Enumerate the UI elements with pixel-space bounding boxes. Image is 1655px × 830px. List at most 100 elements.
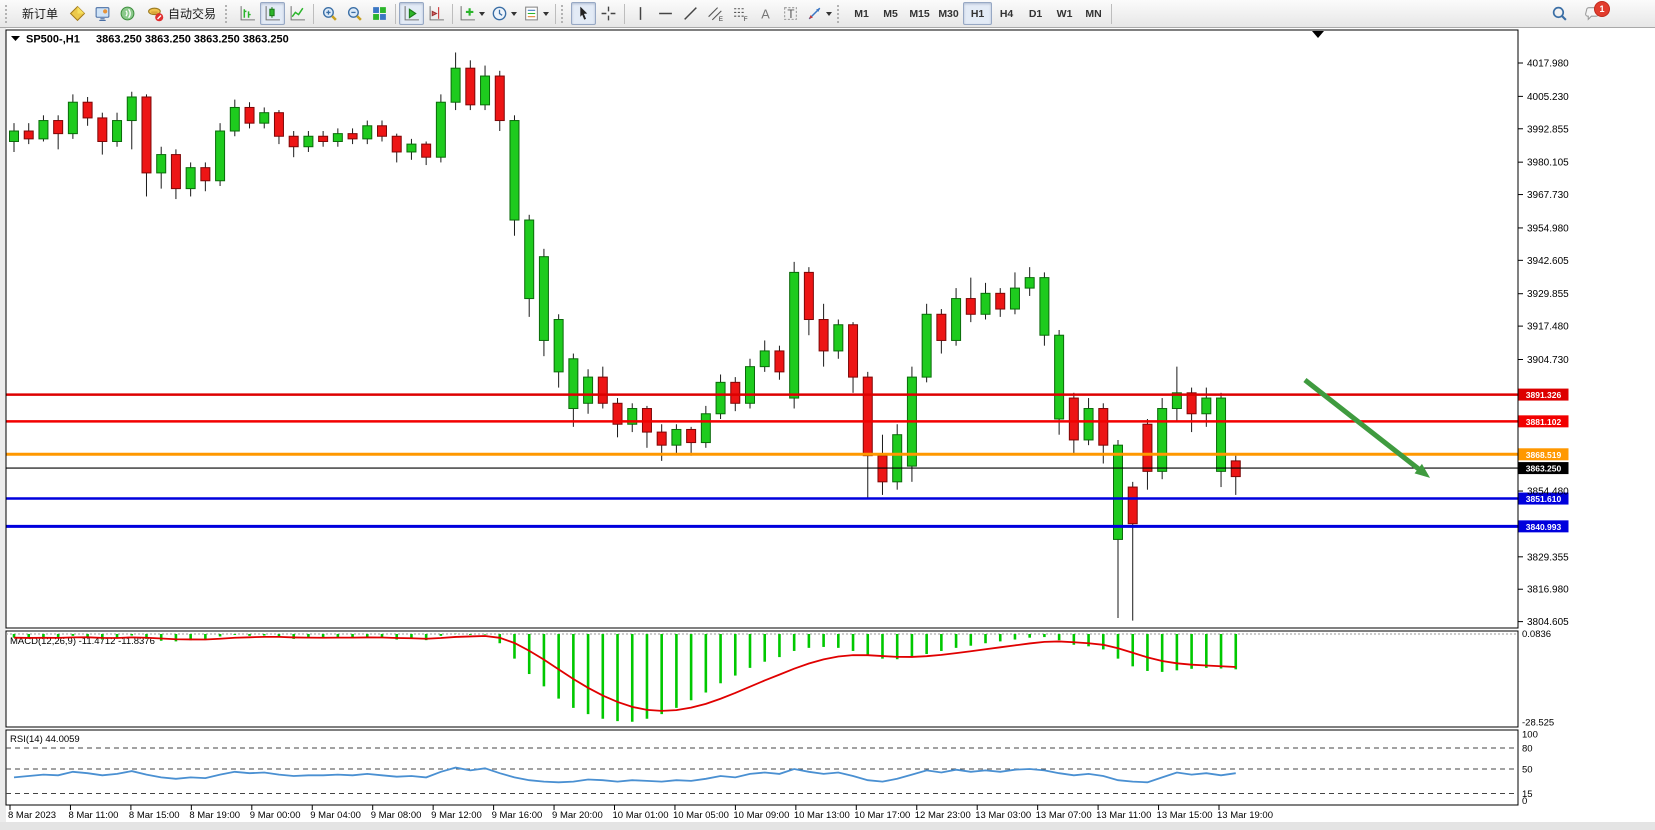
candle-body xyxy=(803,271,814,321)
candle-body xyxy=(480,75,491,106)
candle-body xyxy=(185,167,196,190)
svg-text:A: A xyxy=(761,6,770,21)
candle-body xyxy=(273,112,284,137)
main-toolbar: 新订单 自动交易 xyxy=(0,0,1655,28)
collapse-chart-icon[interactable] xyxy=(11,36,20,41)
price-tick-label: 3816.980 xyxy=(1527,585,1569,596)
hline-price-label: 3868.519 xyxy=(1526,450,1562,460)
bar-chart-type-button[interactable] xyxy=(235,2,260,25)
candle-body xyxy=(112,120,123,142)
candle-body xyxy=(303,135,314,148)
new-order-button[interactable]: 新订单 xyxy=(15,2,65,25)
rsi-pane-border xyxy=(5,729,1519,806)
macd-scale-label: 0.0836 xyxy=(1522,629,1551,640)
timeframe-m5[interactable]: M5 xyxy=(876,2,905,25)
candlestick-type-button[interactable] xyxy=(260,2,286,25)
toolbar-grip[interactable] xyxy=(837,4,843,23)
candle-body xyxy=(597,376,608,404)
toolbar-grip[interactable] xyxy=(225,4,231,23)
line-chart-type-button[interactable] xyxy=(285,2,310,25)
terminal-button[interactable] xyxy=(90,2,115,25)
crosshair-tool-button[interactable] xyxy=(596,2,621,25)
text-label-tool-button[interactable]: T xyxy=(778,2,803,25)
indicators-button[interactable] xyxy=(456,2,488,25)
trendline-tool-button[interactable] xyxy=(678,2,703,25)
auto-scroll-button[interactable] xyxy=(399,2,425,25)
candle-body xyxy=(671,428,682,446)
time-axis-label: 10 Mar 01:00 xyxy=(613,810,669,821)
chart-shift-icon xyxy=(429,6,444,21)
price-tick-label: 3967.730 xyxy=(1527,190,1569,201)
time-axis-label: 13 Mar 07:00 xyxy=(1036,810,1092,821)
rsi-scale-label: 50 xyxy=(1522,765,1533,776)
trend-arrow-shaft[interactable] xyxy=(1303,378,1423,473)
price-tick-label: 3980.105 xyxy=(1527,158,1569,169)
equidistant-channel-tool-button[interactable]: E xyxy=(703,2,728,25)
timeframe-h4[interactable]: H4 xyxy=(992,2,1021,25)
candle-body xyxy=(229,106,240,132)
candle-body xyxy=(862,376,873,457)
autotrading-button[interactable]: 自动交易 xyxy=(140,2,223,25)
signals-button[interactable] xyxy=(115,2,140,25)
timeframe-d1[interactable]: D1 xyxy=(1021,2,1050,25)
candle-body xyxy=(745,366,755,404)
hline-price-label-bg xyxy=(1518,388,1569,401)
candle-body xyxy=(848,324,859,378)
toolbar-separator xyxy=(624,3,626,24)
autotrading-label: 自动交易 xyxy=(168,7,217,21)
candle-body xyxy=(892,434,903,483)
candle-body xyxy=(9,130,19,142)
templates-button[interactable] xyxy=(520,2,552,25)
cursor-tool-button[interactable] xyxy=(571,2,597,25)
trend-arrow-head[interactable] xyxy=(1414,463,1431,478)
text-tool-button[interactable]: A xyxy=(753,2,778,25)
candle-body xyxy=(362,125,373,140)
candle-body xyxy=(1113,444,1123,540)
timeframe-m1[interactable]: M1 xyxy=(847,2,876,25)
metaeditor-button[interactable] xyxy=(65,2,90,25)
toolbar-grip[interactable] xyxy=(5,4,11,23)
timeframe-w1[interactable]: W1 xyxy=(1050,2,1079,25)
periods-button[interactable] xyxy=(488,2,520,25)
vertical-line-tool-button[interactable] xyxy=(628,2,653,25)
timeframe-mn[interactable]: MN xyxy=(1079,2,1108,25)
toolbar-grip[interactable] xyxy=(561,4,567,23)
candle-body xyxy=(1186,392,1197,415)
timeframe-m30[interactable]: M30 xyxy=(934,2,963,25)
crosshair-icon xyxy=(601,6,616,21)
price-tick-label: 3992.855 xyxy=(1527,124,1569,135)
channel-icon: E xyxy=(708,7,723,22)
toolbar-separator xyxy=(395,3,397,24)
fibonacci-tool-button[interactable]: F xyxy=(728,2,753,25)
candle-body xyxy=(818,319,829,352)
price-tick-label: 3942.605 xyxy=(1527,256,1569,267)
search-button[interactable] xyxy=(1547,2,1572,25)
timeframe-h1[interactable]: H1 xyxy=(963,2,993,25)
horizontal-line-tool-button[interactable] xyxy=(653,2,678,25)
candle-body xyxy=(656,431,667,446)
arrows-tool-button[interactable] xyxy=(803,2,835,25)
time-axis-label: 10 Mar 09:00 xyxy=(733,810,789,821)
candle-body xyxy=(730,381,741,404)
candle-body xyxy=(774,350,785,373)
time-axis-label: 9 Mar 16:00 xyxy=(492,810,543,821)
hline-price-label-bg xyxy=(1518,492,1569,505)
hline-price-label: 3851.610 xyxy=(1526,494,1562,504)
zoom-in-button[interactable] xyxy=(317,2,342,25)
notifications-button[interactable]: 1 xyxy=(1580,1,1610,25)
hline-price-label-bg xyxy=(1518,415,1569,428)
candle-body xyxy=(406,143,417,153)
tile-windows-button[interactable] xyxy=(367,2,392,25)
chart-shift-button[interactable] xyxy=(424,2,449,25)
candle-body xyxy=(833,324,844,352)
text-icon: A xyxy=(761,6,770,21)
timeframe-m15[interactable]: M15 xyxy=(905,2,934,25)
candle-body xyxy=(156,154,167,174)
search-icon xyxy=(1552,6,1567,21)
chart-svg[interactable]: SP500-,H1 3863.250 3863.250 3863.250 386… xyxy=(0,28,1655,830)
zoom-out-button[interactable] xyxy=(342,2,367,25)
candle-body xyxy=(53,120,64,135)
svg-text:F: F xyxy=(744,16,748,22)
chart-canvas[interactable]: SP500-,H1 3863.250 3863.250 3863.250 386… xyxy=(0,28,1655,830)
candle-body xyxy=(995,292,1006,310)
